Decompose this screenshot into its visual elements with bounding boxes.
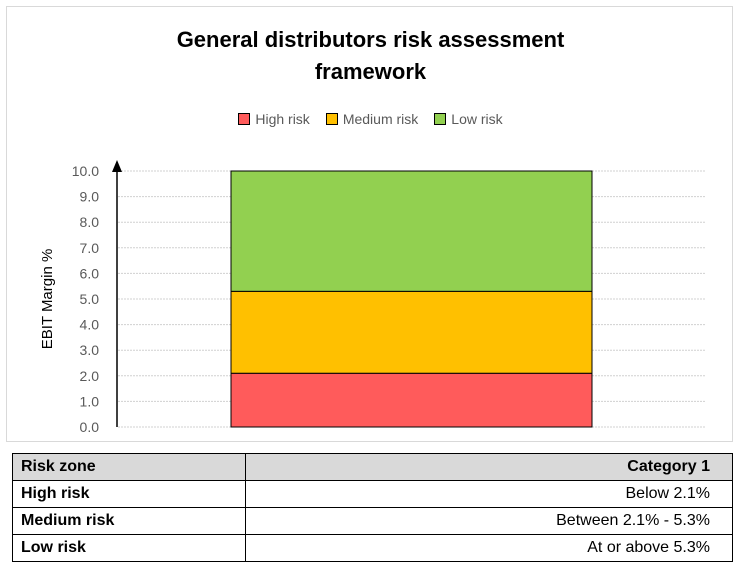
table-row: Low risk At or above 5.3%	[12, 534, 733, 562]
bar-segment	[230, 290, 593, 374]
legend-item: Medium risk	[325, 111, 419, 127]
y-tick-label: 3.0	[80, 342, 100, 358]
legend-label: Medium risk	[342, 111, 419, 127]
legend-swatch	[238, 113, 251, 125]
y-tick-label: 4.0	[80, 317, 100, 333]
legend-item: High risk	[238, 111, 310, 127]
legend-item: Low risk	[434, 111, 503, 127]
legend-swatch	[325, 113, 338, 125]
y-tick-label: 1.0	[80, 393, 100, 409]
y-tick-label: 9.0	[80, 189, 100, 205]
row-value: Below 2.1%	[245, 480, 733, 508]
legend: High risk Medium risk Low risk	[0, 111, 741, 128]
y-tick-label: 5.0	[80, 291, 100, 307]
row-value: At or above 5.3%	[245, 534, 733, 562]
chart-title-text: General distributors risk assessment fra…	[176, 27, 565, 84]
data-table: Risk zone Category 1 High risk Below 2.1…	[12, 453, 733, 562]
chart-title: General distributors risk assessment fra…	[0, 24, 741, 88]
header-category: Category 1	[245, 453, 733, 481]
y-tick-label: 2.0	[80, 368, 100, 384]
table-header-row: Risk zone Category 1	[12, 453, 733, 481]
chart-plot: 0.0 1.0 2.0 3.0 4.0 5.0 6.0 7.0 8.0 9.0 10.0 EBIT M…	[39, 160, 706, 435]
legend-swatch	[434, 113, 447, 125]
table-row: Medium risk Between 2.1% - 5.3%	[12, 507, 733, 535]
y-tick-label: 10.0	[72, 163, 99, 179]
row-value: Between 2.1% - 5.3%	[245, 507, 733, 535]
chart-frame	[6, 6, 733, 442]
y-axis-label: EBIT Margin %	[39, 249, 56, 350]
y-tick-label: 8.0	[80, 214, 100, 230]
row-label: High risk	[12, 480, 246, 508]
header-risk-zone: Risk zone	[12, 453, 246, 481]
bar-segment	[230, 170, 593, 292]
legend-label: High risk	[255, 111, 310, 127]
y-tick-label: 0.0	[80, 419, 100, 435]
bar-segment	[230, 372, 593, 428]
row-label: Low risk	[12, 534, 246, 562]
y-axis-arrow-icon	[112, 160, 122, 172]
table-row: High risk Below 2.1%	[12, 480, 733, 508]
y-tick-label: 6.0	[80, 265, 100, 281]
legend-label: Low risk	[451, 111, 503, 127]
y-tick-label: 7.0	[80, 240, 100, 256]
row-label: Medium risk	[12, 507, 246, 535]
